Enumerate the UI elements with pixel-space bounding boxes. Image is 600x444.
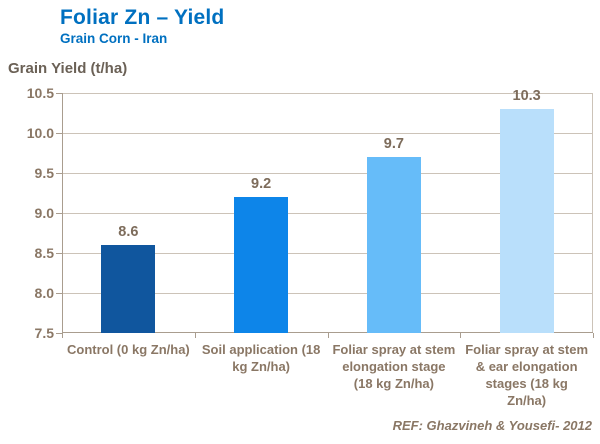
bar-2 <box>366 157 421 333</box>
chart-subtitle: Grain Corn - Iran <box>60 31 168 46</box>
bar-1 <box>234 197 289 333</box>
gridline <box>62 173 593 174</box>
bar-3 <box>499 109 554 333</box>
x-tick-mark <box>593 333 594 338</box>
y-axis-line <box>62 93 63 333</box>
y-tick-label: 9.0 <box>34 205 54 221</box>
y-tick-mark <box>56 253 62 254</box>
x-tick-mark <box>460 333 462 338</box>
category-label: Foliar spray at stem elongation stage (1… <box>332 342 456 391</box>
bar-value-label: 9.2 <box>251 176 272 192</box>
y-tick-label: 10.5 <box>26 85 54 101</box>
y-tick-label: 9.5 <box>34 165 54 181</box>
plot-area <box>62 93 593 333</box>
bar-value-label: 10.3 <box>512 88 541 104</box>
category-label: Foliar spray at stem & ear elongation st… <box>465 342 589 408</box>
y-tick-mark <box>56 173 62 174</box>
y-tick-mark <box>56 213 62 214</box>
y-tick-mark <box>56 333 62 334</box>
x-tick-mark <box>327 333 329 338</box>
y-tick-mark <box>56 293 62 294</box>
category-label: Control (0 kg Zn/ha) <box>66 342 190 357</box>
bar-value-label: 8.6 <box>118 224 139 240</box>
bar-0 <box>101 245 156 333</box>
gridline <box>62 133 593 134</box>
x-axis-line <box>62 332 593 333</box>
y-tick-label: 8.5 <box>34 245 54 261</box>
gridline <box>62 213 593 214</box>
bar-value-label: 9.7 <box>383 136 404 152</box>
y-tick-label: 10.0 <box>26 125 54 141</box>
x-tick-mark <box>194 333 196 338</box>
reference-citation: REF: Ghazvineh & Yousefi- 2012 <box>392 418 592 433</box>
y-axis-title: Grain Yield (t/ha) <box>8 60 128 77</box>
category-label: Soil application (18 kg Zn/ha) <box>201 342 321 374</box>
y-tick-mark <box>56 133 62 134</box>
gridline <box>62 293 593 294</box>
gridline <box>62 253 593 254</box>
x-tick-mark <box>62 333 63 338</box>
chart-title: Foliar Zn – Yield <box>60 6 225 29</box>
y-tick-label: 7.5 <box>34 325 54 341</box>
y-tick-mark <box>56 93 62 94</box>
y-tick-label: 8.0 <box>34 285 54 301</box>
